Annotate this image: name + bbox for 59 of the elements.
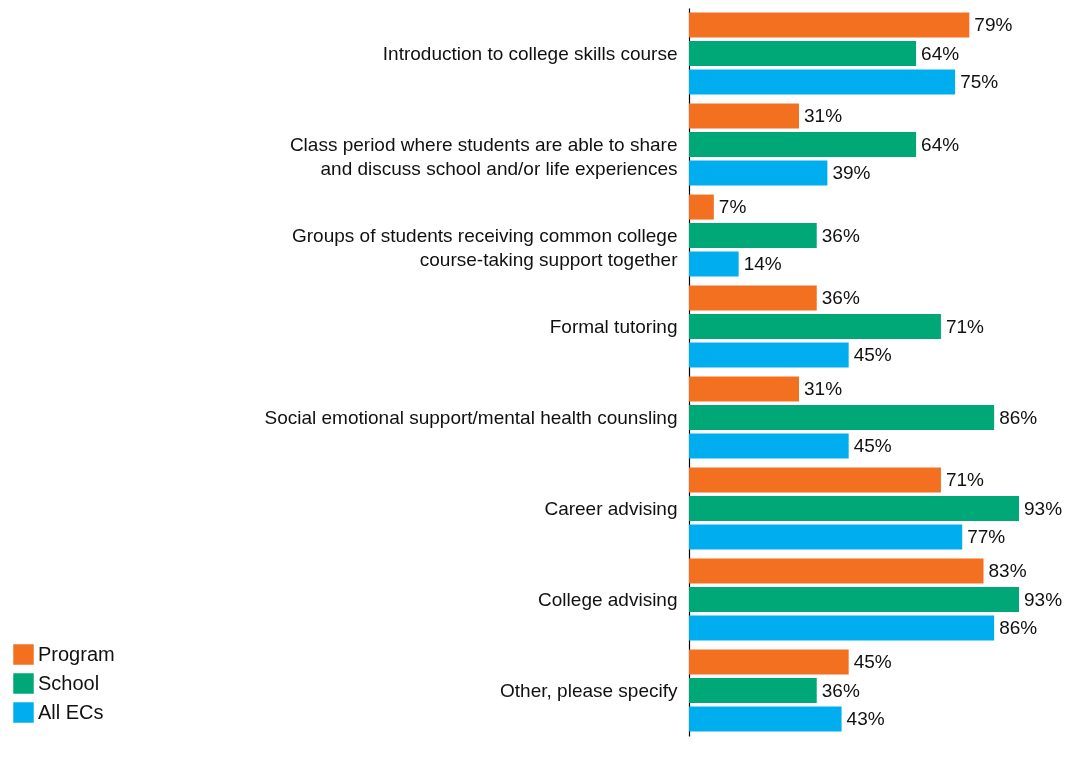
legend-label: All ECs — [38, 700, 104, 723]
data-label: 7% — [718, 196, 747, 218]
y-tick-label: College advising — [538, 588, 678, 610]
data-label: 64% — [921, 42, 960, 64]
data-label: 45% — [853, 343, 892, 365]
bar — [689, 40, 917, 67]
bar — [689, 706, 842, 732]
data-label: 36% — [821, 679, 860, 701]
y-tick-label: Career advising — [544, 497, 678, 519]
bar — [689, 649, 849, 675]
bar — [689, 586, 1019, 613]
bar — [689, 615, 995, 641]
y-tick-label: Class period where students are able to share and discuss school and/or life experiences — [289, 133, 678, 179]
data-label: 31% — [804, 378, 843, 400]
bar — [689, 285, 817, 311]
data-label: 45% — [853, 651, 892, 673]
bar — [689, 467, 941, 493]
data-label: 14% — [743, 252, 782, 274]
bar — [689, 251, 739, 277]
y-tick-label: Formal tutoring — [549, 315, 678, 337]
bar — [689, 524, 963, 550]
bar — [689, 69, 956, 95]
data-label: 45% — [853, 434, 892, 456]
bar — [689, 677, 817, 704]
data-label: 86% — [999, 406, 1038, 428]
bar — [689, 131, 917, 158]
y-tick-label: Groups of students receiving common college course-taking support together — [292, 224, 679, 270]
data-label: 71% — [945, 469, 985, 491]
bar — [689, 222, 817, 249]
bar — [689, 103, 799, 129]
bar — [689, 404, 995, 431]
data-label: 36% — [821, 224, 860, 246]
bar — [689, 558, 984, 584]
legend-label: School — [38, 671, 100, 694]
data-label: 93% — [1024, 588, 1063, 610]
data-label: 39% — [832, 161, 871, 183]
data-label: 31% — [804, 105, 843, 127]
bar — [689, 194, 714, 220]
data-label: 64% — [921, 133, 960, 155]
data-label: 71% — [945, 315, 985, 337]
bar — [689, 495, 1019, 522]
bar — [689, 160, 828, 186]
data-label: 83% — [988, 560, 1027, 582]
y-tick-label: Introduction to college skills course — [382, 42, 678, 64]
data-label: 75% — [960, 70, 999, 92]
y-tick-label: Social emotional support/mental health counsling — [264, 406, 678, 428]
data-label: 43% — [846, 707, 885, 729]
data-label: 36% — [821, 287, 860, 309]
bar — [689, 376, 799, 402]
data-label: 79% — [974, 14, 1013, 36]
legend-label: Program — [38, 642, 115, 665]
data-label: 86% — [999, 616, 1038, 638]
data-label: 93% — [1024, 497, 1063, 519]
bar — [689, 12, 970, 38]
data-label: 77% — [967, 525, 1006, 547]
bar — [689, 313, 941, 340]
bar — [689, 433, 849, 459]
y-tick-label: Other, please specify — [500, 679, 678, 701]
bar — [689, 342, 849, 368]
